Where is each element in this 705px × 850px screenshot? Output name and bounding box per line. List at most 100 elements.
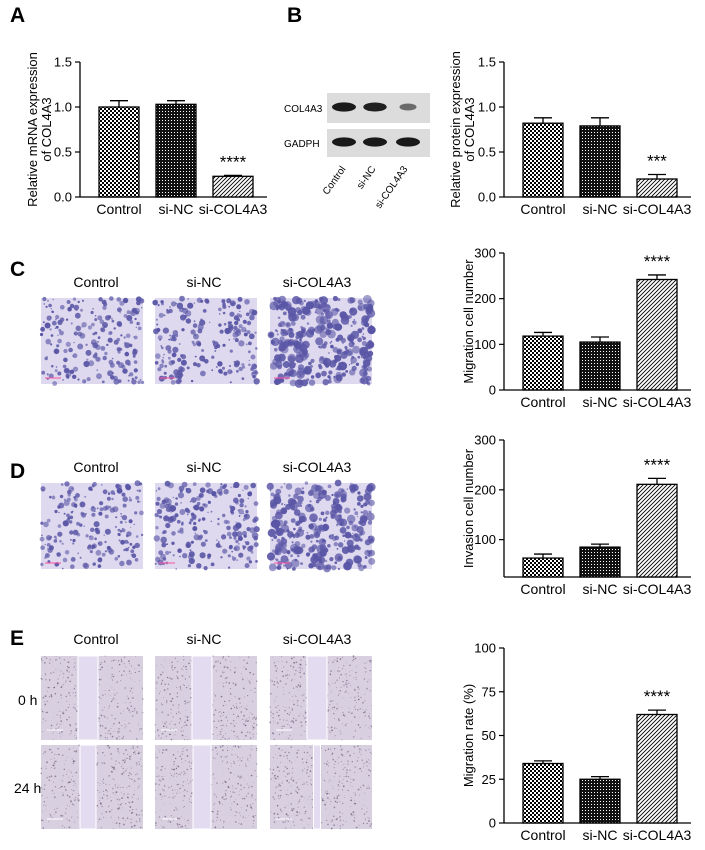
cell-speck bbox=[357, 745, 359, 747]
cell-speck bbox=[44, 751, 46, 753]
stained-cell bbox=[284, 503, 286, 506]
stained-cell bbox=[327, 544, 331, 548]
stained-cell bbox=[185, 318, 192, 324]
stained-cell bbox=[214, 494, 218, 498]
micrograph-label: Control bbox=[73, 274, 118, 290]
cell-speck bbox=[245, 809, 247, 811]
cell-speck bbox=[123, 674, 125, 676]
cell-speck bbox=[181, 668, 183, 670]
stained-cell bbox=[121, 364, 126, 369]
cell-speck bbox=[190, 768, 192, 770]
cell-speck bbox=[272, 723, 274, 725]
stained-cell bbox=[179, 509, 186, 515]
cell-speck bbox=[165, 826, 167, 827]
stained-cell bbox=[322, 379, 329, 386]
cell-speck bbox=[296, 752, 298, 754]
cell-speck bbox=[172, 797, 175, 799]
x-tick-label: si-NC bbox=[583, 581, 618, 597]
stained-cell bbox=[361, 327, 365, 330]
cell-speck bbox=[224, 756, 226, 758]
stained-cell bbox=[178, 485, 185, 492]
cell-speck bbox=[236, 735, 239, 738]
cell-speck bbox=[104, 655, 106, 657]
cell-speck bbox=[227, 746, 228, 748]
cell-speck bbox=[332, 661, 334, 663]
stained-cell bbox=[52, 298, 54, 301]
cell-speck bbox=[75, 771, 78, 774]
cell-speck bbox=[227, 768, 230, 770]
stained-cell bbox=[282, 361, 290, 368]
cell-speck bbox=[129, 755, 131, 758]
cell-speck bbox=[173, 763, 175, 766]
cell-speck bbox=[122, 710, 124, 712]
cell-speck bbox=[240, 823, 243, 825]
cell-speck bbox=[122, 759, 124, 762]
cell-speck bbox=[125, 725, 127, 727]
cell-speck bbox=[353, 677, 355, 679]
cell-speck bbox=[131, 796, 133, 798]
cell-speck bbox=[131, 801, 134, 803]
cell-speck bbox=[284, 752, 286, 754]
stained-cell bbox=[193, 362, 197, 367]
cell-speck bbox=[157, 729, 159, 731]
stained-cell bbox=[102, 355, 107, 361]
cell-speck bbox=[127, 660, 130, 662]
cell-speck bbox=[68, 692, 70, 694]
cell-speck bbox=[281, 728, 283, 730]
stained-cell bbox=[339, 518, 348, 527]
cell-speck bbox=[166, 676, 169, 679]
stained-cell bbox=[177, 492, 185, 499]
significance-label: *** bbox=[647, 152, 667, 171]
cell-speck bbox=[69, 725, 71, 727]
cell-speck bbox=[345, 773, 347, 775]
cell-speck bbox=[245, 817, 247, 819]
stained-cell bbox=[350, 324, 353, 327]
cell-speck bbox=[176, 686, 178, 688]
cell-speck bbox=[74, 662, 76, 664]
cell-speck bbox=[334, 670, 335, 671]
cell-speck bbox=[269, 706, 271, 708]
stained-cell bbox=[59, 330, 64, 336]
cell-speck bbox=[131, 755, 132, 756]
cell-speck bbox=[156, 729, 159, 731]
cell-speck bbox=[336, 795, 337, 796]
stained-cell bbox=[315, 555, 319, 560]
stained-cell bbox=[91, 505, 95, 509]
stained-cell bbox=[225, 489, 228, 491]
stained-cell bbox=[315, 539, 319, 543]
stained-cell bbox=[229, 544, 233, 549]
cell-speck bbox=[361, 770, 363, 772]
stained-cell bbox=[162, 530, 167, 534]
cell-speck bbox=[75, 710, 78, 712]
cell-speck bbox=[225, 781, 227, 784]
cell-speck bbox=[224, 677, 227, 680]
cell-speck bbox=[40, 767, 43, 769]
cell-speck bbox=[56, 807, 58, 809]
cell-speck bbox=[330, 820, 332, 823]
cell-speck bbox=[216, 750, 218, 752]
cell-speck bbox=[333, 824, 335, 826]
cell-speck bbox=[299, 685, 302, 688]
cell-speck bbox=[106, 791, 108, 793]
cell-speck bbox=[189, 688, 192, 690]
stained-cell bbox=[174, 373, 179, 378]
cell-speck bbox=[356, 671, 358, 673]
stained-cell bbox=[354, 544, 360, 550]
stained-cell bbox=[272, 519, 281, 528]
cell-speck bbox=[140, 765, 143, 767]
cell-speck bbox=[357, 788, 360, 791]
cell-speck bbox=[118, 721, 120, 723]
cell-speck bbox=[288, 820, 289, 822]
cell-speck bbox=[299, 664, 302, 666]
cell-speck bbox=[110, 700, 113, 703]
cell-speck bbox=[104, 660, 105, 661]
cell-speck bbox=[276, 813, 279, 815]
cell-speck bbox=[222, 670, 224, 672]
cell-speck bbox=[250, 804, 252, 806]
cell-speck bbox=[219, 803, 221, 805]
cell-speck bbox=[339, 658, 342, 660]
stained-cell bbox=[310, 540, 313, 543]
cell-speck bbox=[343, 776, 345, 778]
cell-speck bbox=[189, 665, 191, 667]
cell-speck bbox=[44, 701, 46, 703]
